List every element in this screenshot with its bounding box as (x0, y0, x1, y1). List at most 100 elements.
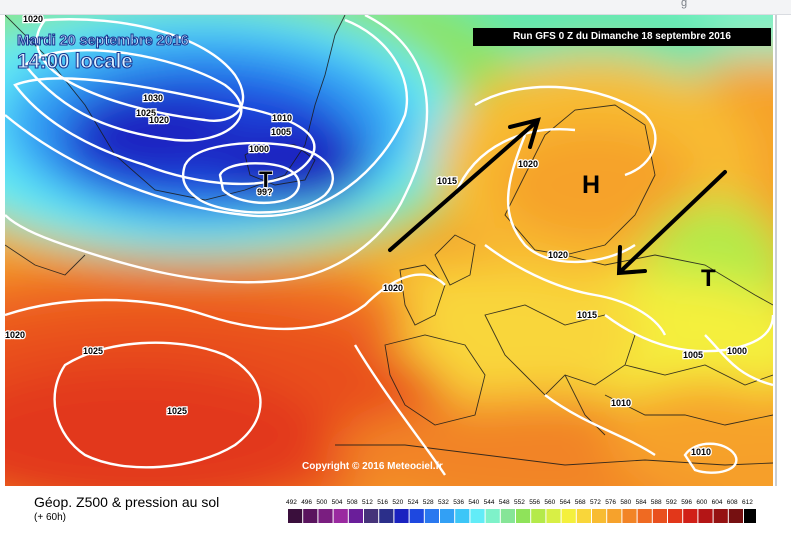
scale-swatch (288, 509, 303, 523)
scale-swatch (333, 509, 348, 523)
color-scale: 492 496 500 504 508 512 516 520 524 528 532 536 540 5… (286, 499, 756, 523)
scale-tick-label: 548 (499, 499, 510, 506)
scale-tick-label: 528 (423, 499, 434, 506)
arrow-southwest (620, 170, 727, 272)
model-run-label: Run GFS 0 Z du Dimanche 18 septembre 201… (473, 28, 771, 46)
scale-swatch (531, 509, 546, 523)
isobar-label: 1010 (691, 447, 711, 457)
scale-swatch (668, 509, 683, 523)
isobar-label: 1030 (143, 93, 163, 103)
scale-tick-label: 564 (560, 499, 571, 506)
scale-tick-label: 496 (301, 499, 312, 506)
scale-tick-label: 556 (529, 499, 540, 506)
isobar-label: 1020 (5, 330, 25, 340)
panel-divider (775, 15, 777, 486)
scale-swatch (744, 509, 756, 523)
scale-swatch (424, 509, 439, 523)
isobar-label: 99? (257, 187, 273, 197)
scale-swatch (318, 509, 333, 523)
scale-swatch (303, 509, 318, 523)
isobar-label: 1010 (272, 113, 292, 123)
isobar-label: 1020 (23, 15, 43, 24)
scale-tick-label: 580 (620, 499, 631, 506)
forecast-time: 14:00 locale (16, 50, 133, 74)
scale-tick-label: 568 (575, 499, 586, 506)
isobar-label: 1000 (249, 144, 269, 154)
scale-swatch (652, 509, 667, 523)
low-pressure-marker: T (259, 167, 273, 192)
scale-swatch (728, 509, 743, 523)
map-canvas: 1020 1030 1025 1020 1010 1005 1000 99? 1… (5, 15, 773, 486)
scale-swatch (409, 509, 424, 523)
scale-swatch (622, 509, 637, 523)
isobar-label: 1025 (136, 108, 156, 118)
scale-swatch (455, 509, 470, 523)
isobar-label: 1020 (383, 283, 403, 293)
scale-tick-label: 492 (286, 499, 297, 506)
scale-swatch (364, 509, 379, 523)
scale-swatch (516, 509, 531, 523)
scale-swatch (683, 509, 698, 523)
high-pressure-marker: H (582, 171, 600, 199)
low-pressure-marker: T (701, 265, 716, 292)
scale-tick-label: 500 (316, 499, 327, 506)
isobar-label: 1005 (271, 127, 291, 137)
scale-swatch (394, 509, 409, 523)
isobar-labels: 1020 1030 1025 1020 1010 1005 1000 99? 1… (5, 15, 748, 458)
scale-tick-label: 520 (392, 499, 403, 506)
scale-swatch (561, 509, 576, 523)
isobars (5, 15, 773, 476)
scale-tick-label: 540 (468, 499, 479, 506)
legend-lead-time: (+ 60h) (34, 512, 66, 523)
arrow-southwest-head (616, 245, 647, 276)
isobar-label: 1020 (518, 159, 538, 169)
scale-tick-label: 592 (666, 499, 677, 506)
movement-arrows (388, 117, 727, 276)
scale-tick-label: 512 (362, 499, 373, 506)
scale-tick-label: 560 (544, 499, 555, 506)
scale-tick-label: 612 (742, 499, 753, 506)
isobar-label: 1005 (683, 350, 703, 360)
scale-tick-label: 508 (347, 499, 358, 506)
scale-tick-label: 600 (696, 499, 707, 506)
isobar-label: 1020 (548, 250, 568, 260)
scale-swatch (440, 509, 455, 523)
isobar-label: 1010 (611, 398, 631, 408)
scale-tick-label: 576 (605, 499, 616, 506)
scale-tick-label: 596 (681, 499, 692, 506)
scale-tick-label: 588 (651, 499, 662, 506)
isobar-label: 1000 (727, 346, 747, 356)
scale-tick-label: 604 (712, 499, 723, 506)
scale-swatch (500, 509, 515, 523)
scale-swatch (607, 509, 622, 523)
browser-text-fragment: g (681, 0, 688, 9)
browser-top-bar: g (0, 0, 791, 15)
arrow-northeast (388, 121, 537, 252)
scale-tick-label: 532 (438, 499, 449, 506)
isobar-label: 1015 (437, 176, 457, 186)
scale-tick-label: 608 (727, 499, 738, 506)
scale-tick-label: 572 (590, 499, 601, 506)
scale-tick-label: 536 (453, 499, 464, 506)
scale-swatch (576, 509, 591, 523)
copyright-notice: Copyright © 2016 Meteociel.fr (302, 461, 443, 472)
forecast-date: Mardi 20 septembre 2016 (17, 32, 190, 50)
scale-tick-label: 516 (377, 499, 388, 506)
scale-tick-label: 552 (514, 499, 525, 506)
isobar-label: 1025 (167, 406, 187, 416)
scale-swatch (379, 509, 394, 523)
scale-swatch (698, 509, 713, 523)
scale-tick-label: 504 (332, 499, 343, 506)
scale-swatch (470, 509, 485, 523)
pressure-systems: T H T (258, 166, 716, 292)
scale-swatch (348, 509, 363, 523)
scale-swatch (592, 509, 607, 523)
coastlines (5, 15, 773, 466)
scale-tick-label: 544 (484, 499, 495, 506)
isobar-label: 1025 (83, 346, 103, 356)
legend-title: Géop. Z500 & pression au sol (34, 494, 220, 510)
scale-swatch (637, 509, 652, 523)
scale-tick-label: 584 (636, 499, 647, 506)
arrow-northeast-head (508, 117, 541, 149)
scale-swatch (546, 509, 561, 523)
